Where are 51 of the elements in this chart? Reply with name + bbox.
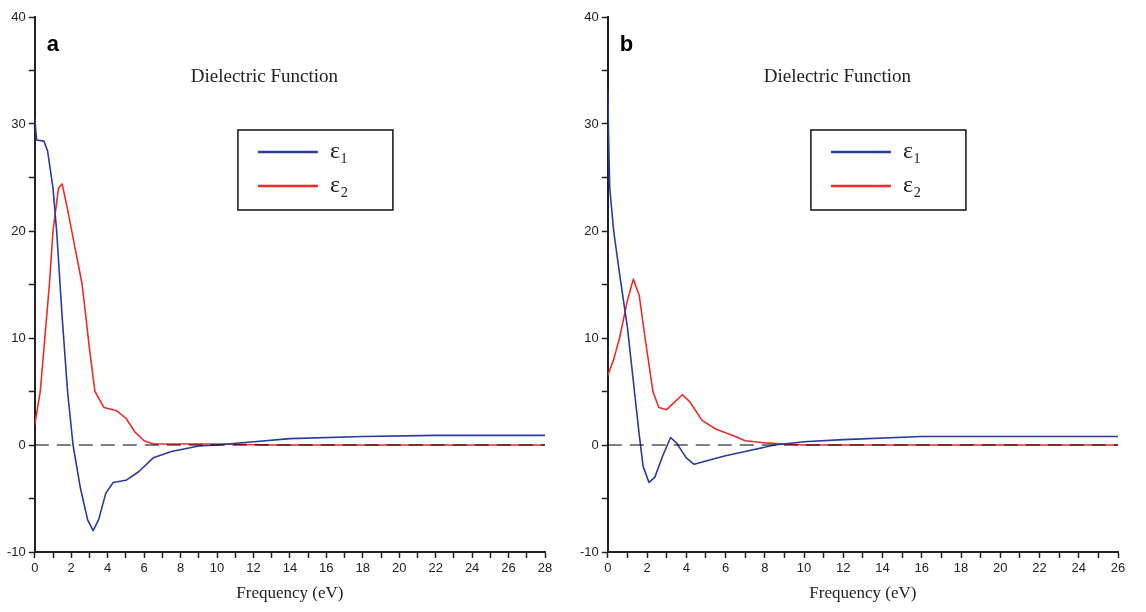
- y-tick-label: 20: [584, 222, 599, 238]
- x-tick-label: 18: [953, 560, 969, 576]
- x-tick-label: 24: [464, 560, 480, 576]
- x-tick-label: 26: [501, 560, 516, 576]
- text: Dielectric Function: [763, 64, 912, 86]
- x-tick-label: 0: [604, 560, 612, 576]
- x-tick-label: 10: [209, 560, 225, 576]
- x-tick-label: 12: [836, 560, 851, 576]
- legend-label: ε₂: [329, 171, 349, 198]
- x-tick-label: 12: [246, 560, 261, 576]
- x-tick-label: 4: [682, 560, 690, 576]
- x-tick-label: 8: [761, 560, 769, 576]
- x-tick-label: 10: [796, 560, 812, 576]
- legend-label: ε₂: [902, 171, 922, 198]
- x-tick-label: 20: [391, 560, 407, 576]
- x-tick-label: 0: [31, 560, 39, 576]
- x-tick-label: 26: [1110, 560, 1126, 576]
- x-tick-label: 4: [104, 560, 112, 576]
- y-tick-label: 10: [11, 329, 26, 345]
- x-tick-label: 6: [140, 560, 148, 576]
- annotation: a: [46, 31, 60, 57]
- x-tick-label: 20: [993, 560, 1008, 576]
- text: Dielectric Function: [190, 64, 339, 86]
- y-tick-label: -10: [579, 543, 599, 559]
- y-tick-label: 40: [11, 8, 26, 24]
- x-tick-label: 14: [875, 560, 890, 576]
- x-axis-title: Frequency (eV): [809, 583, 917, 603]
- x-tick-label: 22: [1032, 560, 1047, 576]
- y-tick-label: 0: [591, 436, 599, 452]
- x-axis-title: Frequency (eV): [236, 583, 344, 603]
- y-tick-label: 40: [584, 8, 599, 24]
- y-tick-label: 10: [584, 329, 599, 345]
- x-tick-label: 28: [537, 560, 553, 576]
- x-tick-label: 22: [428, 560, 443, 576]
- annotation: b: [619, 31, 634, 57]
- x-tick-label: 18: [355, 560, 371, 576]
- y-tick-label: 30: [584, 115, 599, 131]
- y-tick-label: 30: [11, 115, 26, 131]
- x-tick-label: 24: [1071, 560, 1086, 576]
- x-tick-label: 2: [67, 560, 75, 576]
- x-tick-label: 6: [721, 560, 730, 576]
- x-tick-label: 16: [319, 560, 334, 576]
- x-tick-label: 16: [914, 560, 929, 576]
- x-tick-label: 14: [282, 560, 298, 576]
- x-tick-label: 8: [176, 560, 185, 576]
- y-tick-label: 20: [11, 222, 26, 238]
- legend-label: ε₁: [902, 137, 922, 164]
- x-tick-label: 2: [643, 560, 651, 576]
- y-tick-label: -10: [6, 543, 26, 559]
- legend-label: ε₁: [329, 137, 349, 164]
- y-tick-label: 0: [18, 436, 26, 452]
